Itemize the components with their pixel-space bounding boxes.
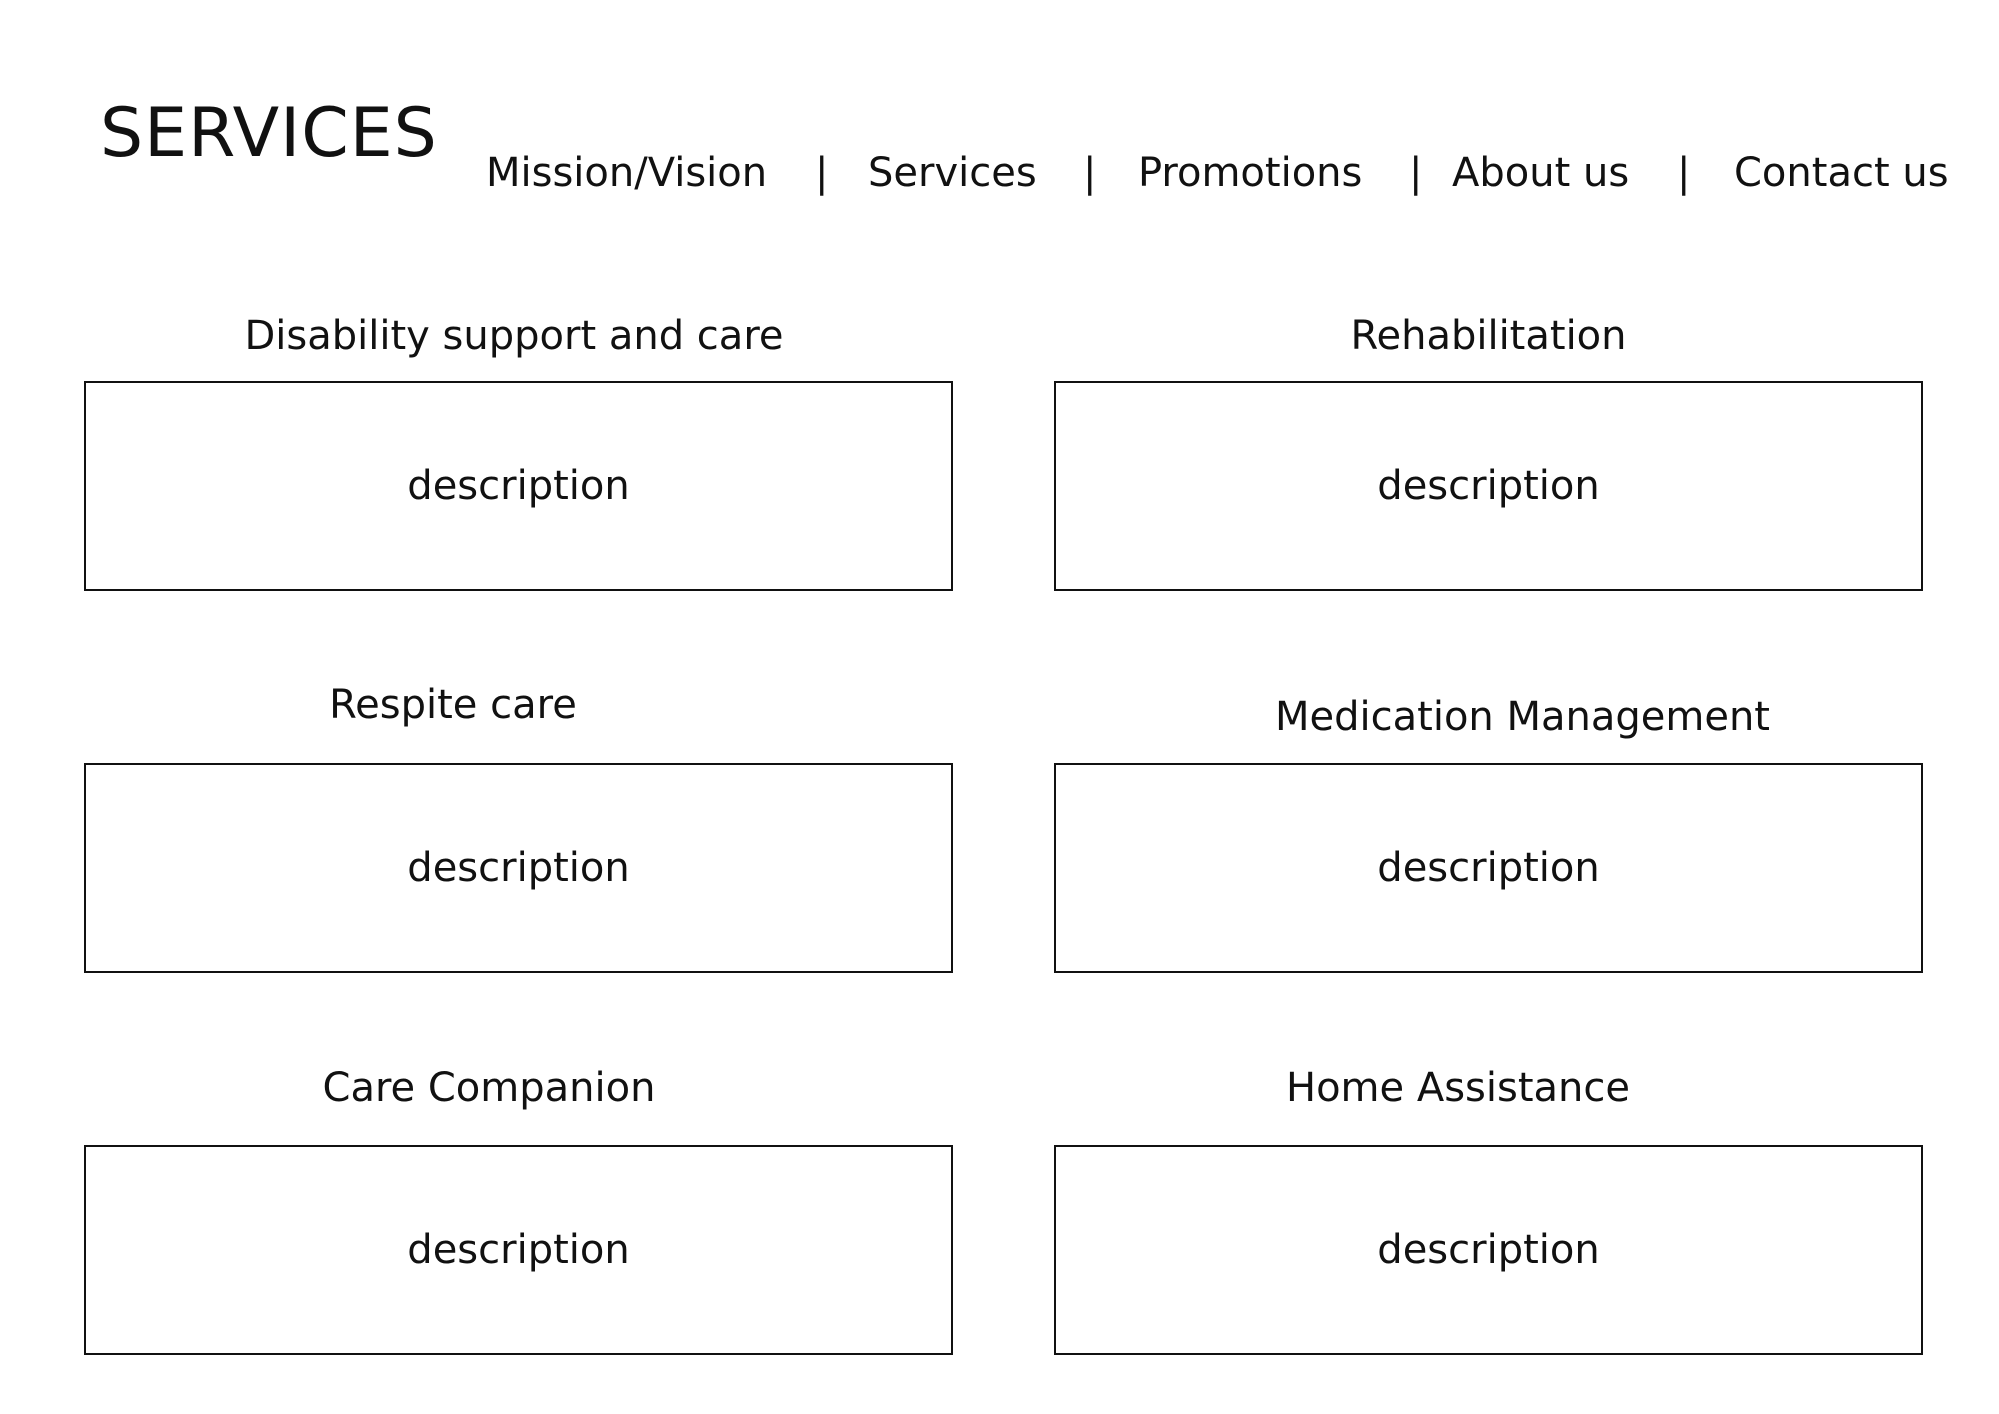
- service-title-medication-management: Medication Management: [1275, 694, 1770, 740]
- service-card-home-assistance[interactable]: description: [1054, 1145, 1923, 1355]
- nav-separator: |: [1409, 150, 1423, 196]
- nav-separator: |: [1083, 150, 1097, 196]
- service-description: description: [1377, 1227, 1600, 1273]
- nav-separator: |: [815, 150, 829, 196]
- service-card-disability-support[interactable]: description: [84, 381, 953, 591]
- nav-item-services[interactable]: Services: [868, 150, 1037, 196]
- service-card-care-companion[interactable]: description: [84, 1145, 953, 1355]
- nav-item-mission-vision[interactable]: Mission/Vision: [486, 150, 768, 196]
- service-description: description: [407, 463, 630, 509]
- service-card-rehabilitation[interactable]: description: [1054, 381, 1923, 591]
- top-nav: Mission/Vision | Services | Promotions |…: [0, 148, 1999, 198]
- service-title-respite-care: Respite care: [329, 682, 577, 728]
- nav-separator: |: [1677, 150, 1691, 196]
- service-title-home-assistance: Home Assistance: [1286, 1065, 1630, 1111]
- service-card-respite-care[interactable]: description: [84, 763, 953, 973]
- service-description: description: [407, 845, 630, 891]
- page-title: SERVICES: [100, 94, 438, 173]
- service-description: description: [1377, 463, 1600, 509]
- nav-item-about-us[interactable]: About us: [1452, 150, 1630, 196]
- nav-item-contact-us[interactable]: Contact us: [1734, 150, 1949, 196]
- service-title-rehabilitation: Rehabilitation: [1350, 313, 1627, 359]
- service-description: description: [1377, 845, 1600, 891]
- service-title-care-companion: Care Companion: [322, 1065, 656, 1111]
- service-title-disability-support: Disability support and care: [244, 313, 784, 359]
- nav-item-promotions[interactable]: Promotions: [1138, 150, 1363, 196]
- service-card-medication-management[interactable]: description: [1054, 763, 1923, 973]
- service-description: description: [407, 1227, 630, 1273]
